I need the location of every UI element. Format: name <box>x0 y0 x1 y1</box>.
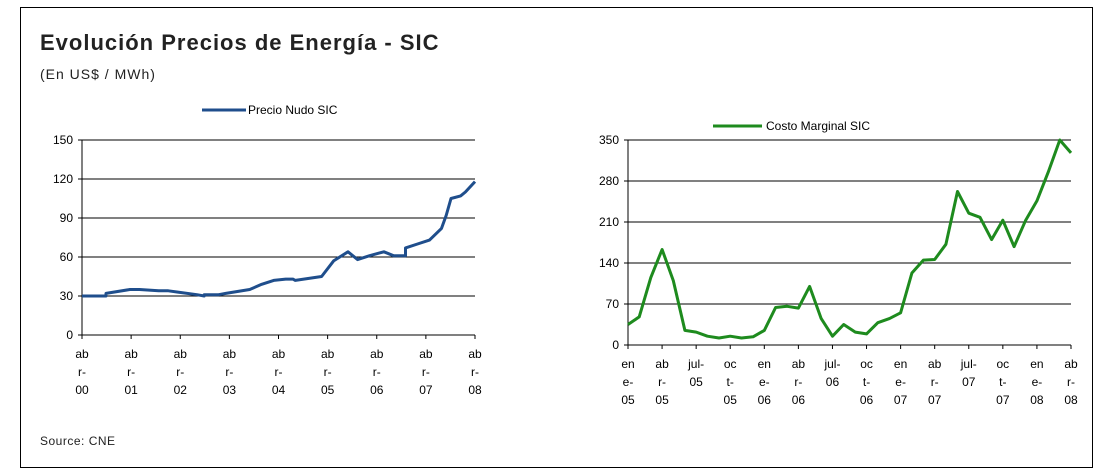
y-tick-label: 140 <box>599 256 619 270</box>
x-tick-label: ab r-05 <box>321 347 335 397</box>
legend-label: Costo Marginal SIC <box>766 119 870 133</box>
x-tick-label: en e-08 <box>1030 357 1044 407</box>
x-tick-label: ab r-08 <box>1064 357 1078 407</box>
source-note: Source: CNE <box>40 434 116 448</box>
legend-label: Precio Nudo SIC <box>248 103 338 117</box>
page-subtitle: (En US$ / MWh) <box>40 66 156 82</box>
y-tick-label: 30 <box>60 289 74 303</box>
y-tick-label: 0 <box>612 338 619 352</box>
x-tick-label: jul-05 <box>687 357 704 389</box>
series-line <box>627 138 1073 340</box>
x-tick-label: en e-06 <box>758 357 772 407</box>
x-tick-label: oc t-06 <box>860 357 874 407</box>
y-tick-label: 120 <box>53 172 73 186</box>
x-tick-label: en e-07 <box>894 357 908 407</box>
y-tick-label: 210 <box>599 215 619 229</box>
figure-frame <box>20 7 1093 468</box>
series-line <box>82 180 477 298</box>
y-tick-label: 150 <box>53 133 73 147</box>
x-tick-label: jul-07 <box>960 357 977 389</box>
x-tick-label: oc t-07 <box>996 357 1010 407</box>
x-tick-label: jul-06 <box>823 357 840 389</box>
x-tick-label: ab r-06 <box>370 347 384 397</box>
x-tick-label: ab r-05 <box>655 357 669 407</box>
y-tick-label: 60 <box>60 250 74 264</box>
x-tick-label: oc t-05 <box>724 357 738 407</box>
x-tick-label: en e-05 <box>621 357 635 407</box>
x-tick-label: ab r-06 <box>792 357 806 407</box>
x-tick-label: ab r-00 <box>75 347 89 397</box>
x-tick-label: ab r-07 <box>928 357 942 407</box>
y-tick-label: 90 <box>60 211 74 225</box>
y-tick-label: 70 <box>606 297 620 311</box>
y-tick-label: 280 <box>599 174 619 188</box>
y-tick-label: 350 <box>599 133 619 147</box>
x-tick-label: ab r-01 <box>124 347 138 397</box>
y-tick-label: 0 <box>66 328 73 342</box>
x-tick-label: ab r-08 <box>468 347 482 397</box>
page-title: Evolución Precios de Energía - SIC <box>40 30 440 55</box>
x-tick-label: ab r-02 <box>174 347 188 397</box>
x-tick-label: ab r-03 <box>223 347 237 397</box>
x-tick-label: ab r-07 <box>419 347 433 397</box>
x-tick-label: ab r-04 <box>272 347 286 397</box>
